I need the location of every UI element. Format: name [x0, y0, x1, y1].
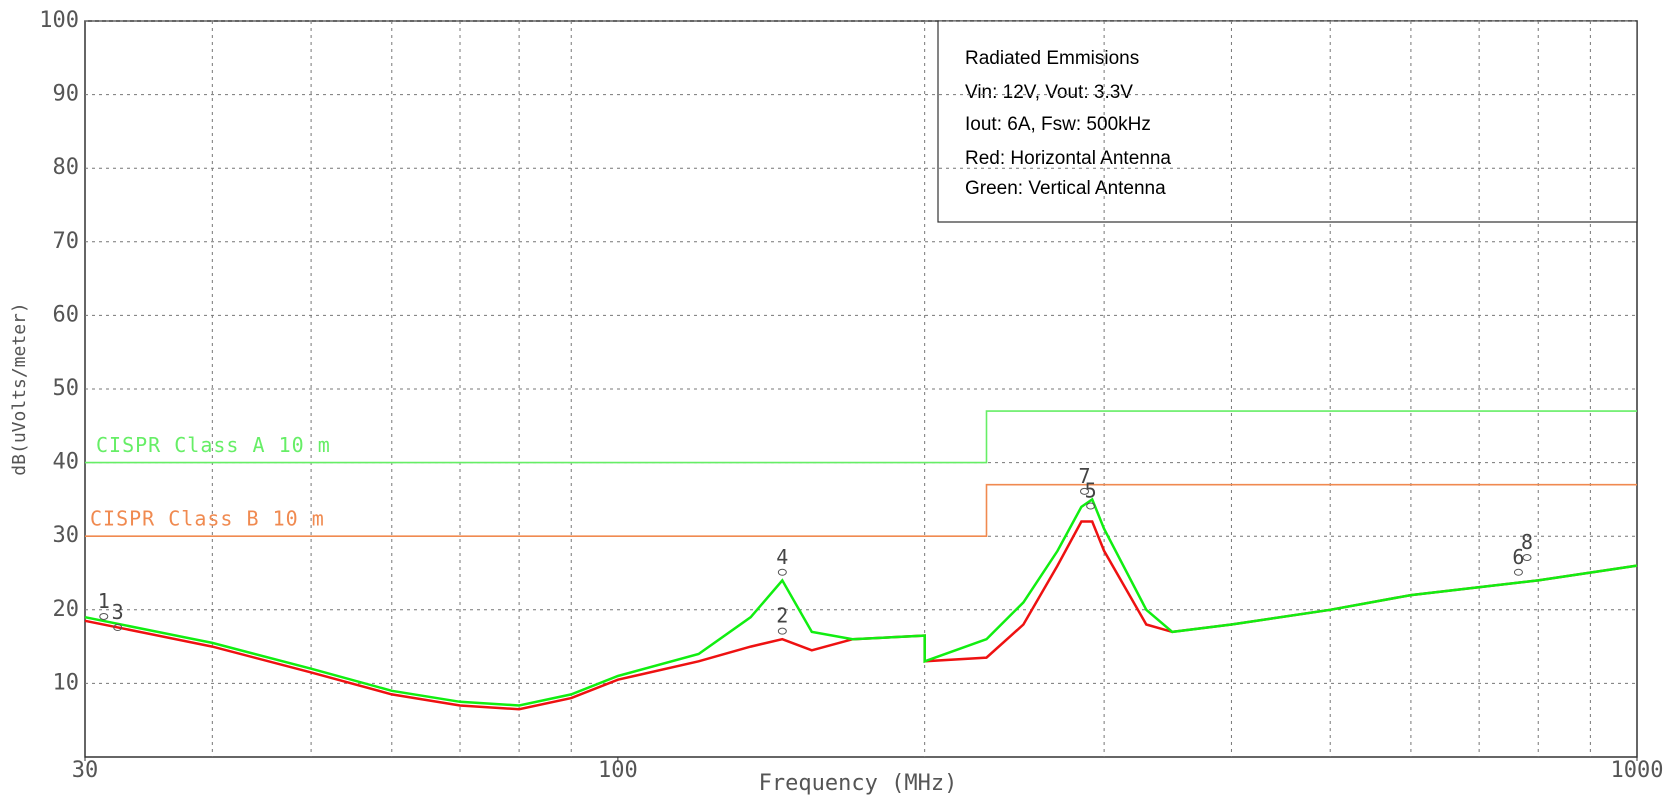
- marker-dot: [99, 612, 109, 620]
- marker-label: 4: [776, 545, 788, 569]
- limit-label: CISPR Class B 10 m: [90, 507, 325, 531]
- marker-label: 8: [1521, 530, 1533, 554]
- marker-label: 6: [1512, 545, 1524, 569]
- info-line: Green: Vertical Antenna: [965, 178, 1166, 199]
- limit-label: CISPR Class A 10 m: [96, 433, 331, 457]
- x-axis-label: Frequency (MHz): [759, 771, 958, 796]
- info-line: Vin: 12V, Vout: 3.3V: [965, 82, 1133, 103]
- y-axis-label: dB(uVolts/meter): [9, 302, 30, 475]
- marker-label: 2: [776, 604, 788, 628]
- y-tick-label: 40: [53, 450, 80, 475]
- info-line: Radiated Emmisions: [965, 48, 1139, 69]
- marker-dot: [1513, 568, 1523, 576]
- trace: [84, 497, 1638, 707]
- marker-label: 5: [1085, 479, 1097, 503]
- y-tick-label: 90: [53, 82, 80, 107]
- marker-label: 1: [98, 589, 110, 613]
- y-tick-label: 20: [53, 597, 80, 622]
- y-tick-label: 50: [53, 376, 80, 401]
- info-line: Iout: 6A, Fsw: 500kHz: [965, 114, 1151, 135]
- x-tick-label: 100: [598, 758, 638, 783]
- limit-line: [85, 410, 1637, 464]
- y-tick-label: 70: [53, 229, 80, 254]
- y-tick-label: 30: [53, 523, 80, 548]
- x-tick-label: 1000: [1611, 758, 1664, 783]
- marker-dot: [777, 627, 787, 635]
- y-tick-label: 100: [39, 8, 79, 33]
- marker-dot: [1080, 487, 1090, 495]
- marker-dot: [1522, 554, 1532, 562]
- x-tick-label: 30: [72, 758, 99, 783]
- marker-dot: [1086, 502, 1096, 510]
- limit-line: [85, 483, 1637, 538]
- y-tick-label: 80: [53, 155, 80, 180]
- marker-dot: [777, 568, 787, 576]
- info-line: Red: Horizontal Antenna: [965, 148, 1171, 169]
- y-tick-label: 10: [53, 670, 80, 695]
- info-box: [937, 20, 1638, 223]
- y-tick-label: 60: [53, 302, 80, 327]
- marker-dot: [113, 623, 123, 631]
- trace: [84, 520, 1638, 711]
- marker-label: 3: [112, 600, 124, 624]
- marker-label: 7: [1078, 464, 1090, 488]
